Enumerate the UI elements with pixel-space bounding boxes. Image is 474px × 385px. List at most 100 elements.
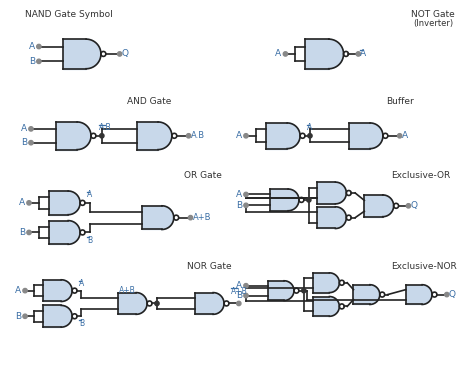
Polygon shape bbox=[68, 191, 80, 215]
Text: A: A bbox=[236, 281, 242, 290]
Polygon shape bbox=[329, 39, 344, 69]
Polygon shape bbox=[288, 189, 299, 211]
Circle shape bbox=[29, 141, 33, 145]
Polygon shape bbox=[370, 285, 380, 305]
Circle shape bbox=[100, 134, 104, 138]
Text: A: A bbox=[401, 131, 408, 140]
Circle shape bbox=[155, 301, 159, 306]
Polygon shape bbox=[370, 123, 383, 149]
Text: A: A bbox=[360, 49, 366, 59]
Polygon shape bbox=[118, 293, 136, 314]
Text: A: A bbox=[236, 131, 242, 140]
Polygon shape bbox=[77, 122, 91, 150]
Polygon shape bbox=[86, 39, 101, 69]
Circle shape bbox=[27, 230, 31, 234]
Circle shape bbox=[445, 293, 449, 297]
Circle shape bbox=[307, 198, 311, 202]
Text: B: B bbox=[15, 312, 21, 321]
Polygon shape bbox=[137, 122, 158, 150]
Polygon shape bbox=[305, 39, 329, 69]
Text: Exclusive-OR: Exclusive-OR bbox=[391, 171, 450, 180]
Circle shape bbox=[301, 288, 306, 293]
Text: (Inverter): (Inverter) bbox=[414, 19, 454, 28]
Text: B: B bbox=[87, 236, 92, 245]
Circle shape bbox=[406, 204, 410, 208]
Text: A: A bbox=[15, 286, 21, 295]
Circle shape bbox=[27, 201, 31, 205]
Polygon shape bbox=[329, 296, 339, 316]
Text: A: A bbox=[19, 198, 25, 208]
Text: NOR Gate: NOR Gate bbox=[187, 263, 231, 271]
Circle shape bbox=[398, 134, 402, 138]
Text: Buffer: Buffer bbox=[386, 97, 414, 106]
Polygon shape bbox=[136, 293, 147, 314]
Text: B: B bbox=[21, 138, 27, 147]
Polygon shape bbox=[61, 280, 72, 301]
Circle shape bbox=[237, 301, 241, 306]
Polygon shape bbox=[336, 182, 346, 204]
Text: B: B bbox=[236, 201, 242, 210]
Circle shape bbox=[244, 203, 248, 208]
Circle shape bbox=[118, 52, 122, 56]
Circle shape bbox=[244, 192, 248, 197]
Polygon shape bbox=[49, 221, 68, 244]
Polygon shape bbox=[266, 123, 287, 149]
Polygon shape bbox=[336, 207, 346, 229]
Circle shape bbox=[356, 52, 361, 56]
Text: B: B bbox=[19, 228, 25, 237]
Text: Q: Q bbox=[449, 290, 456, 299]
Circle shape bbox=[244, 134, 248, 138]
Polygon shape bbox=[63, 39, 86, 69]
Circle shape bbox=[23, 314, 27, 318]
Text: Q: Q bbox=[410, 201, 418, 210]
Text: NOT Gate: NOT Gate bbox=[410, 10, 455, 19]
Polygon shape bbox=[317, 207, 336, 229]
Text: A+B: A+B bbox=[192, 213, 211, 222]
Polygon shape bbox=[142, 206, 162, 229]
Polygon shape bbox=[158, 122, 172, 150]
Polygon shape bbox=[268, 281, 284, 301]
Text: A+B: A+B bbox=[231, 287, 247, 296]
Text: A: A bbox=[307, 124, 312, 132]
Polygon shape bbox=[213, 293, 224, 314]
Text: A: A bbox=[236, 190, 242, 199]
Polygon shape bbox=[383, 195, 393, 217]
Circle shape bbox=[244, 283, 248, 288]
Polygon shape bbox=[365, 195, 383, 217]
Text: AND Gate: AND Gate bbox=[127, 97, 172, 106]
Polygon shape bbox=[313, 273, 329, 293]
Text: A+B: A+B bbox=[119, 286, 136, 295]
Text: A: A bbox=[79, 279, 84, 288]
Circle shape bbox=[186, 134, 191, 138]
Circle shape bbox=[188, 216, 193, 220]
Polygon shape bbox=[354, 285, 370, 305]
Text: B: B bbox=[29, 57, 35, 66]
Circle shape bbox=[36, 44, 41, 49]
Text: A.B: A.B bbox=[99, 124, 111, 132]
Polygon shape bbox=[49, 191, 68, 215]
Polygon shape bbox=[348, 123, 370, 149]
Polygon shape bbox=[284, 281, 294, 301]
Text: Q: Q bbox=[122, 49, 128, 59]
Polygon shape bbox=[313, 296, 329, 316]
Polygon shape bbox=[61, 305, 72, 327]
Polygon shape bbox=[287, 123, 300, 149]
Text: A: A bbox=[275, 49, 282, 59]
Polygon shape bbox=[406, 285, 422, 305]
Polygon shape bbox=[68, 221, 80, 244]
Text: B: B bbox=[79, 319, 84, 328]
Text: B: B bbox=[236, 291, 242, 300]
Text: A: A bbox=[29, 42, 35, 51]
Circle shape bbox=[29, 127, 33, 131]
Text: NAND Gate Symbol: NAND Gate Symbol bbox=[25, 10, 112, 19]
Circle shape bbox=[23, 288, 27, 293]
Polygon shape bbox=[55, 122, 77, 150]
Polygon shape bbox=[195, 293, 213, 314]
Polygon shape bbox=[43, 280, 61, 301]
Polygon shape bbox=[162, 206, 174, 229]
Circle shape bbox=[308, 134, 312, 138]
Circle shape bbox=[283, 52, 288, 56]
Text: A: A bbox=[21, 124, 27, 133]
Circle shape bbox=[36, 59, 41, 64]
Polygon shape bbox=[329, 273, 339, 293]
